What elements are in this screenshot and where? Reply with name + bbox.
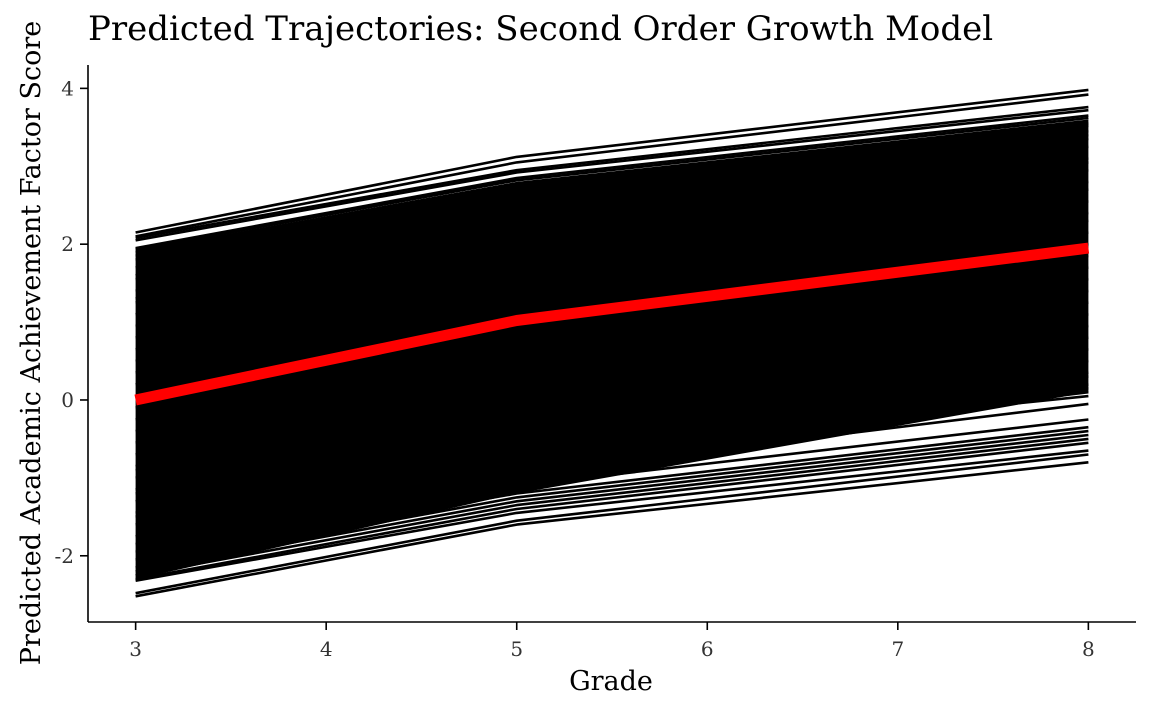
x-tick-label-7: 7 [891, 637, 904, 661]
y-tick-label--2: -2 [55, 544, 74, 568]
trajectory-line-40 [135, 449, 1089, 582]
trajectory-line-1 [135, 88, 1089, 234]
chart-title: Predicted Trajectories: Second Order Gro… [88, 9, 993, 49]
trajectory-line-33 [135, 402, 1089, 546]
trajectory-line-3 [135, 105, 1089, 240]
x-tick-label-5: 5 [510, 637, 523, 661]
trajectory-line-31 [135, 383, 1089, 526]
trajectory-line-15 [135, 200, 1089, 339]
trajectory-line-22 [135, 277, 1089, 421]
trajectory-line-48 [135, 161, 1089, 300]
trajectory-line-29 [135, 359, 1089, 503]
trajectory-line-26 [135, 324, 1089, 468]
x-axis-label: Grade [569, 666, 653, 697]
trajectory-line-10 [135, 145, 1089, 281]
trajectory-line-47 [135, 137, 1089, 277]
trajectory-line-6 [135, 116, 1089, 251]
x-tick-label-8: 8 [1082, 637, 1095, 661]
trajectory-line-9 [135, 133, 1089, 269]
y-tick-label-2: 2 [61, 232, 74, 256]
trajectory-line-19 [135, 242, 1089, 386]
trajectory-line-7 [135, 122, 1089, 254]
trajectory-line-8 [135, 124, 1089, 258]
trajectory-line-46 [135, 129, 1089, 262]
trajectory-line-13 [135, 180, 1089, 316]
trajectory-line-30 [135, 371, 1089, 515]
x-axis-ticks: 3 4 5 6 7 8 [129, 622, 1095, 661]
trajectory-line-36 [135, 429, 1089, 569]
trajectory-line-24 [135, 301, 1089, 445]
trajectory-line-2 [135, 93, 1089, 238]
trajectory-line-38 [135, 437, 1089, 577]
trajectory-line-35 [135, 425, 1089, 561]
trajectory-line-12 [135, 168, 1089, 304]
trajectory-line-45 [135, 375, 1089, 472]
trajectory-line-5 [135, 114, 1089, 250]
trajectory-line-25 [135, 313, 1089, 456]
y-axis-label: Predicted Academic Achievement Factor Sc… [16, 21, 47, 665]
x-tick-label-3: 3 [129, 637, 142, 661]
y-axis-ticks: -2 0 2 4 [55, 76, 88, 568]
trajectory-line-43 [135, 394, 1089, 519]
trajectory-line-11 [135, 157, 1089, 293]
trajectory-line-17 [135, 219, 1089, 363]
plot-area [134, 88, 1090, 598]
trajectory-line-16 [135, 211, 1089, 351]
trajectory-line-39 [135, 441, 1089, 581]
trajectory-line-21 [135, 266, 1089, 410]
trajectory-line-41 [135, 453, 1089, 595]
individual-trajectories [135, 88, 1089, 598]
trajectory-line-18 [135, 231, 1089, 374]
trajectory-line-14 [135, 188, 1089, 328]
trajectory-line-23 [135, 289, 1089, 433]
trajectory-line-4 [135, 108, 1089, 242]
trajectory-line-44 [135, 387, 1089, 495]
trajectory-line-28 [135, 348, 1089, 491]
trajectory-line-37 [135, 433, 1089, 573]
x-tick-label-4: 4 [320, 637, 333, 661]
trajectory-line-42 [135, 461, 1089, 598]
y-tick-label-0: 0 [61, 388, 74, 412]
y-tick-label-4: 4 [61, 76, 74, 100]
mean-trajectory-line [134, 242, 1090, 406]
trajectory-line-27 [135, 336, 1089, 480]
trajectory-line-34 [135, 418, 1089, 554]
x-tick-label-6: 6 [701, 637, 714, 661]
